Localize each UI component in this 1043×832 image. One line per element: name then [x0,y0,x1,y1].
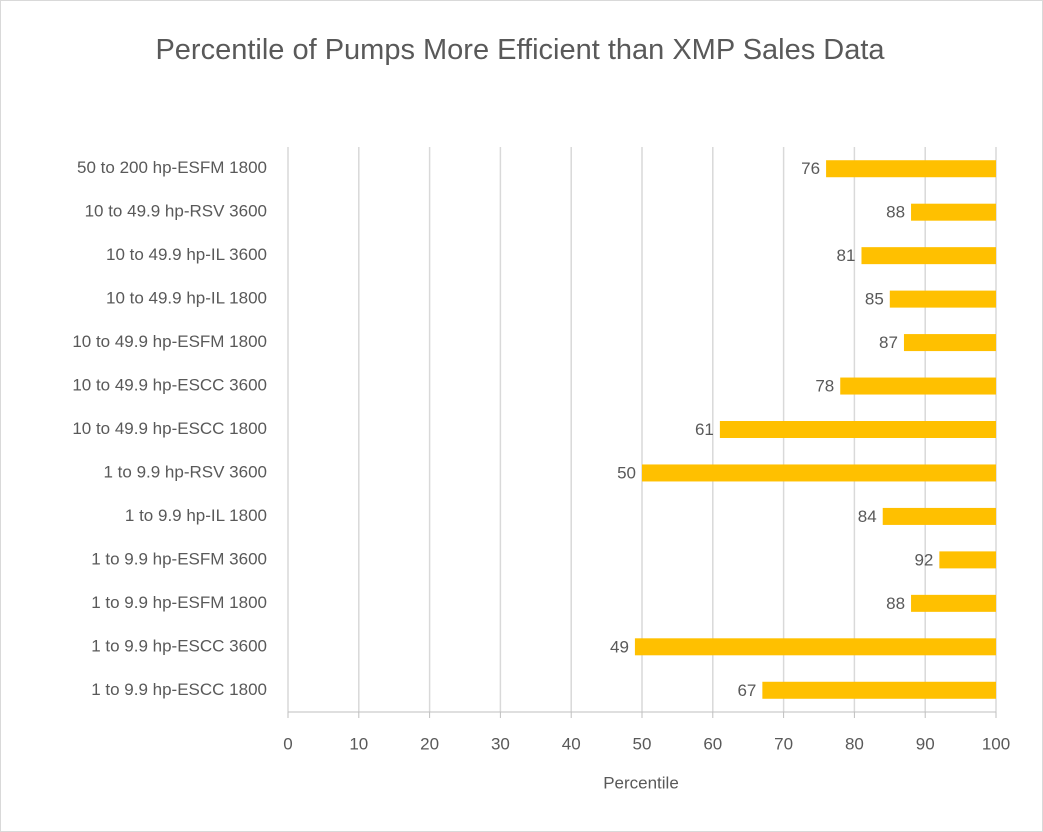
bar [642,464,996,482]
y-tick-label: 1 to 9.9 hp-ESCC 1800 [91,680,267,699]
data-label: 87 [879,333,898,352]
x-tick-label: 60 [703,734,722,753]
bar [911,594,996,612]
data-label: 81 [837,246,856,265]
data-label: 50 [617,463,636,482]
bar [762,681,996,699]
y-tick-label: 50 to 200 hp-ESFM 1800 [77,158,267,177]
x-tick-label: 40 [562,734,581,753]
y-tick-label: 1 to 9.9 hp-IL 1800 [125,506,267,525]
y-tick-label: 10 to 49.9 hp-IL 3600 [106,245,267,264]
bar [882,507,996,525]
x-tick-label: 0 [283,734,292,753]
x-tick-label: 10 [349,734,368,753]
data-label: 61 [695,420,714,439]
data-label: 92 [914,550,933,569]
data-label: 67 [737,681,756,700]
y-tick-label: 1 to 9.9 hp-ESFM 1800 [91,593,267,612]
bar [889,290,996,308]
y-tick-label: 1 to 9.9 hp-ESCC 3600 [91,636,267,655]
x-tick-label: 50 [633,734,652,753]
y-tick-label: 10 to 49.9 hp-ESCC 1800 [72,419,267,438]
data-label: 76 [801,159,820,178]
x-axis-label: Percentile [603,773,679,792]
bar [861,247,996,265]
y-tick-label: 10 to 49.9 hp-ESCC 3600 [72,376,267,395]
x-tick-label: 20 [420,734,439,753]
y-tick-label: 1 to 9.9 hp-ESFM 3600 [91,549,267,568]
data-label: 49 [610,637,629,656]
bar [634,638,996,656]
x-tick-label: 30 [491,734,510,753]
y-tick-label: 1 to 9.9 hp-RSV 3600 [103,462,267,481]
x-tick-label: 80 [845,734,864,753]
data-label: 84 [858,507,877,526]
x-tick-label: 70 [774,734,793,753]
data-label: 78 [815,377,834,396]
x-tick-label: 100 [982,734,1010,753]
x-tick-label: 90 [916,734,935,753]
data-label: 88 [886,594,905,613]
data-label: 88 [886,203,905,222]
chart-title: Percentile of Pumps More Efficient than … [155,34,885,66]
data-label: 85 [865,290,884,309]
bar [911,203,996,221]
y-tick-label: 10 to 49.9 hp-IL 1800 [106,289,267,308]
bar [840,377,996,395]
bar [826,160,996,178]
bar [719,421,996,438]
y-tick-label: 10 to 49.9 hp-RSV 3600 [85,202,267,221]
bar [903,334,996,352]
y-tick-label: 10 to 49.9 hp-ESFM 1800 [72,332,267,351]
bar [939,551,996,569]
